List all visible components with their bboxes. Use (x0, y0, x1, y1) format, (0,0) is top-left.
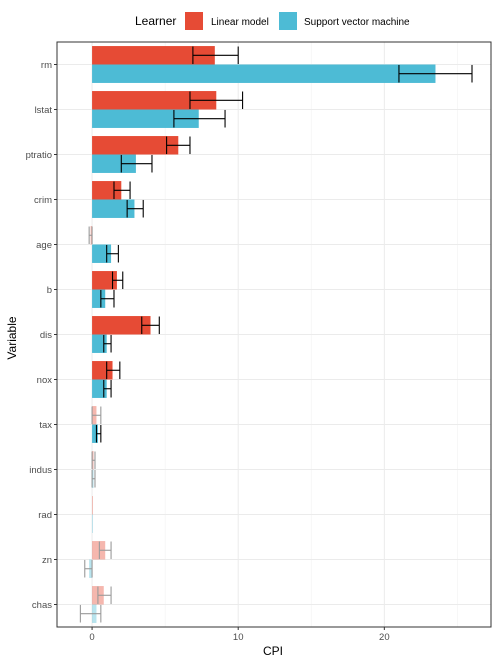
errorbar-b-support-vector-machine (100, 289, 115, 308)
bar-nox-linear-model (92, 361, 113, 380)
errorbars-layer (79, 46, 473, 623)
y-tick-label-tax: tax (39, 420, 52, 431)
x-axis-title: CPI (263, 644, 283, 658)
y-tick-label-chas: chas (32, 600, 52, 611)
errorbar-chas-linear-model (97, 586, 112, 605)
errorbar-lstat-support-vector-machine (173, 109, 226, 128)
bar-crim-support-vector-machine (92, 199, 135, 218)
legend-label-linear-model: Linear model (211, 17, 269, 28)
legend: Learner Linear model Support vector mach… (135, 12, 410, 30)
bar-zn-linear-model (92, 541, 106, 560)
y-tick-label-zn: zn (42, 555, 52, 566)
y-tick-label-age: age (36, 240, 52, 251)
y-tick-label-lstat: lstat (35, 105, 53, 116)
errorbar-tax-linear-model (91, 406, 102, 425)
legend-label-support-vector-machine: Support vector machine (304, 17, 410, 28)
bar-rm-linear-model (92, 46, 215, 65)
bar-dis-support-vector-machine (92, 334, 107, 353)
y-tick-label-dis: dis (40, 330, 52, 341)
y-tick-label-indus: indus (29, 465, 52, 476)
errorbar-tax-support-vector-machine (95, 424, 102, 443)
bar-lstat-linear-model (92, 91, 217, 110)
bar-rm-support-vector-machine (92, 64, 436, 83)
errorbar-b-linear-model (111, 271, 124, 290)
x-tick-label-20: 20 (379, 632, 390, 643)
errorbar-rm-support-vector-machine (398, 64, 473, 83)
errorbar-nox-support-vector-machine (103, 379, 112, 398)
legend-title: Learner (135, 14, 176, 28)
x-axis: 0 10 20 (89, 627, 390, 643)
bar-ptratio-support-vector-machine (92, 154, 136, 173)
x-tick-label-0: 0 (89, 632, 94, 643)
errorbar-crim-linear-model (113, 181, 131, 200)
y-axis-title: Variable (5, 316, 19, 359)
errorbar-dis-support-vector-machine (103, 334, 112, 353)
errorbar-zn-linear-model (98, 541, 112, 560)
errorbar-crim-support-vector-machine (126, 199, 144, 218)
errorbar-nox-linear-model (106, 361, 121, 380)
y-tick-label-rad: rad (38, 510, 52, 521)
y-tick-label-ptratio: ptratio (26, 150, 52, 161)
y-tick-label-rm: rm (41, 60, 52, 71)
bar-tax-support-vector-machine (92, 424, 98, 443)
x-tick-label-10: 10 (233, 632, 244, 643)
y-tick-label-crim: crim (34, 195, 52, 206)
errorbar-ptratio-linear-model (166, 136, 191, 155)
bar-nox-support-vector-machine (92, 379, 107, 398)
bars-layer (89, 46, 436, 623)
errorbar-age-support-vector-machine (106, 244, 119, 263)
errorbar-zn-support-vector-machine (84, 559, 93, 578)
errorbar-ptratio-support-vector-machine (120, 154, 153, 173)
errorbar-age-linear-model (88, 226, 93, 245)
bar-dis-linear-model (92, 316, 151, 335)
bar-rad-linear-model (92, 496, 93, 515)
errorbar-rm-linear-model (192, 46, 239, 65)
errorbar-indus-linear-model (91, 451, 96, 470)
errorbar-chas-support-vector-machine (79, 604, 102, 623)
y-tick-label-nox: nox (37, 375, 53, 386)
bar-b-linear-model (92, 271, 117, 290)
errorbar-lstat-linear-model (189, 91, 244, 110)
errorbar-dis-linear-model (141, 316, 160, 335)
bar-ptratio-linear-model (92, 136, 179, 155)
legend-key-linear-model (185, 12, 203, 30)
legend-key-support-vector-machine (279, 12, 297, 30)
errorbar-indus-support-vector-machine (91, 469, 96, 488)
bar-lstat-support-vector-machine (92, 109, 199, 128)
bar-b-support-vector-machine (92, 289, 106, 308)
bar-rad-support-vector-machine (92, 514, 93, 533)
y-axis: rm lstat ptratio crim age b dis nox tax indus rad z… (26, 60, 57, 611)
y-tick-label-b: b (47, 285, 52, 296)
